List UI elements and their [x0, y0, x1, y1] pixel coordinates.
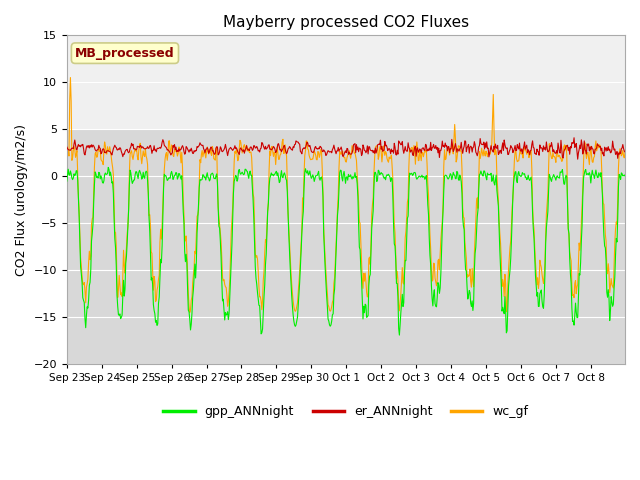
- Legend: gpp_ANNnight, er_ANNnight, wc_gf: gpp_ANNnight, er_ANNnight, wc_gf: [158, 400, 534, 423]
- Text: MB_processed: MB_processed: [75, 47, 175, 60]
- Line: gpp_ANNnight: gpp_ANNnight: [67, 168, 625, 335]
- Y-axis label: CO2 Flux (urology/m2/s): CO2 Flux (urology/m2/s): [15, 123, 28, 276]
- Line: er_ANNnight: er_ANNnight: [67, 138, 625, 159]
- Bar: [67, 36, 625, 129]
- Line: wc_gf: wc_gf: [67, 78, 625, 312]
- Title: Mayberry processed CO2 Fluxes: Mayberry processed CO2 Fluxes: [223, 15, 469, 30]
